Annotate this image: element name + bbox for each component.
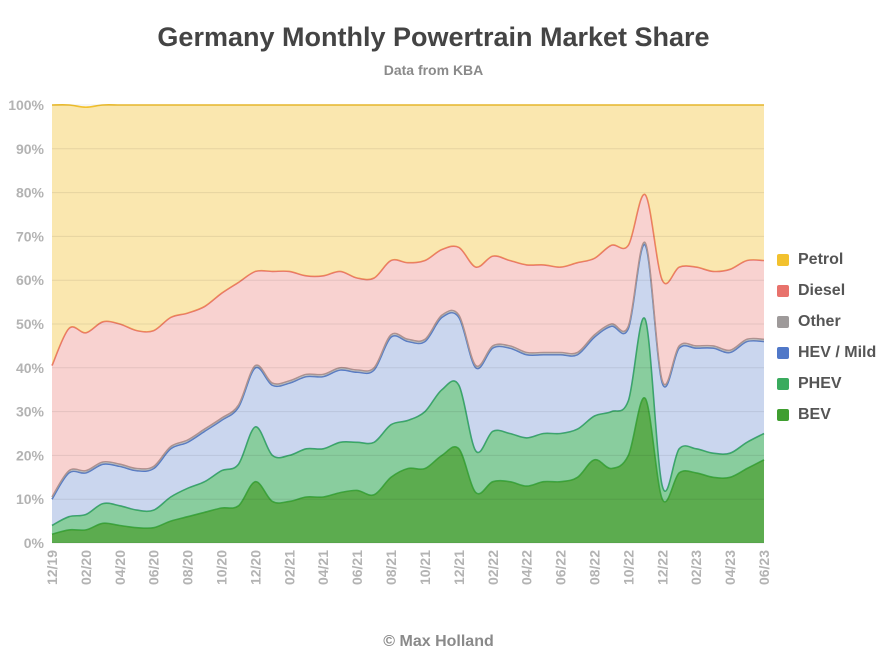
legend-item-bev: BEV	[777, 399, 885, 430]
area-petrol	[52, 104, 764, 366]
y-tick-label: 60%	[16, 272, 45, 288]
x-tick-label: 12/22	[654, 550, 670, 585]
chart-areas	[51, 104, 765, 543]
legend-item-other: Other	[777, 306, 885, 337]
line-diesel	[51, 193, 765, 366]
legend-swatch	[777, 377, 789, 390]
legend-item-hev-mild: HEV / Mild	[777, 337, 885, 368]
y-tick-label: 80%	[16, 185, 45, 201]
x-tick-label: 02/22	[485, 550, 501, 585]
x-tick-label: 12/19	[44, 550, 60, 585]
x-tick-label: 02/23	[688, 550, 704, 585]
line-other	[51, 241, 765, 498]
area-phev	[52, 317, 764, 535]
line-petrol	[51, 104, 764, 109]
area-diesel	[52, 194, 764, 497]
chart-title: Germany Monthly Powertrain Market Share	[157, 22, 710, 52]
y-tick-label: 10%	[16, 491, 45, 507]
chart-gridlines	[52, 104, 764, 544]
x-tick-label: 02/21	[281, 550, 297, 585]
legend-label: BEV	[798, 405, 831, 423]
chart-subtitle: Data from KBA	[383, 62, 484, 78]
legend-label: PHEV	[798, 374, 842, 392]
legend-swatch	[777, 315, 789, 328]
y-tick-label: 40%	[16, 360, 45, 376]
x-tick-label: 06/23	[756, 550, 772, 585]
x-tick-label: 10/22	[620, 550, 636, 585]
chart-x-axis: 12/19 02/20 04/20 06/20 08/20 10/20 12/20 02/21…	[44, 550, 772, 585]
x-tick-label: 06/21	[349, 550, 365, 585]
chart-legend: Petrol Diesel Other HEV / Mild PHEV BEV	[777, 244, 885, 430]
y-tick-label: 30%	[16, 404, 45, 420]
x-tick-label: 06/22	[553, 550, 569, 585]
x-tick-label: 08/22	[587, 550, 603, 585]
x-tick-label: 04/22	[519, 550, 535, 585]
x-tick-label: 08/20	[180, 550, 196, 585]
x-tick-label: 10/20	[214, 550, 230, 585]
y-tick-label: 50%	[16, 316, 45, 332]
legend-swatch	[777, 408, 789, 421]
x-tick-label: 12/20	[247, 550, 263, 585]
legend-swatch	[777, 253, 789, 266]
y-tick-label: 70%	[16, 228, 45, 244]
x-tick-label: 10/21	[417, 550, 433, 585]
chart-y-axis: 0% 10% 20% 30% 40% 50% 60% 70% 80% 90% 100%	[8, 97, 44, 551]
legend-swatch	[777, 346, 789, 359]
y-tick-label: 0%	[24, 535, 45, 551]
y-tick-label: 20%	[16, 447, 45, 463]
x-tick-label: 12/21	[451, 550, 467, 585]
credit-text: © Max Holland	[383, 633, 494, 650]
legend-item-petrol: Petrol	[777, 244, 885, 275]
x-tick-label: 04/21	[315, 550, 331, 585]
line-phev	[51, 317, 765, 527]
x-tick-label: 02/20	[78, 550, 94, 585]
legend-item-diesel: Diesel	[777, 275, 885, 306]
y-tick-label: 100%	[8, 97, 44, 113]
legend-label: Petrol	[798, 250, 844, 268]
legend-label: HEV / Mild	[798, 343, 877, 361]
x-tick-label: 06/20	[146, 550, 162, 585]
area-bev	[52, 397, 764, 543]
x-tick-label: 08/21	[383, 550, 399, 585]
legend-label: Diesel	[798, 281, 846, 299]
legend-item-phev: PHEV	[777, 368, 885, 399]
legend-label: Other	[798, 312, 841, 330]
area-hev-mild	[52, 244, 764, 526]
x-tick-label: 04/23	[722, 550, 738, 585]
legend-swatch	[777, 284, 789, 297]
y-tick-label: 90%	[16, 141, 45, 157]
x-tick-label: 04/20	[112, 550, 128, 585]
